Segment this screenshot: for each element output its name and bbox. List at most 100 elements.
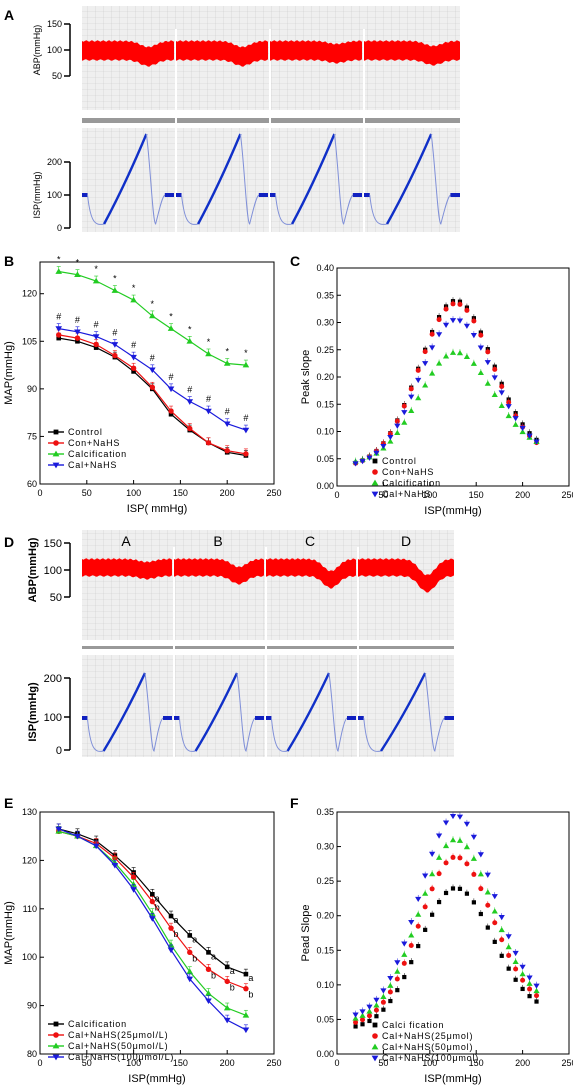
data-point [422,349,428,355]
data-point [374,1014,379,1019]
y-tick-label: 120 [22,289,37,299]
data-point [387,975,394,982]
panel-a-tracings: A 150 100 50 200 100 0 ABP(mmHg) ISP(mmH… [4,6,460,233]
legend-entry: Cal+NaHS(100μmol/L) [68,1052,174,1062]
significance-mark: * [113,274,117,284]
legend-entry: Con+NaHS [68,438,120,448]
significance-mark: * [169,312,173,322]
data-point [394,968,401,974]
data-point [205,998,212,1005]
data-point [436,899,442,905]
isp-recovery [328,672,348,752]
y-tick-label: 100 [22,952,37,962]
data-point [394,429,401,436]
data-point [415,395,422,401]
segment-divider [173,547,175,759]
abp-trace [266,558,356,589]
data-point [149,916,156,922]
data-point [366,1013,372,1019]
legend-entry: Con+NaHS [382,467,434,477]
abp-label-d: ABP(mmHg) [27,537,39,602]
x-tick-label: 200 [515,1058,530,1068]
data-point [415,911,422,917]
x-tick-label: 150 [173,488,188,498]
y-tick-label: 90 [27,384,37,394]
isp-recovery [333,133,354,225]
segment-divider [269,29,271,232]
y-axis-label: MAP(mmHg) [3,901,15,965]
data-point [93,341,99,348]
x-tick-label: 100 [126,1058,141,1068]
y-tick-label: 0.30 [316,842,334,852]
data-point [470,333,477,339]
legend-marker [371,1043,379,1050]
data-point [498,402,505,408]
y-tick-label: 0.20 [316,911,334,921]
data-point [394,418,400,424]
data-point [498,390,505,396]
data-point [443,306,449,312]
data-point [111,287,119,293]
isp-axis-a [64,161,71,229]
data-point [352,1015,359,1021]
significance-mark: b [174,929,179,939]
data-point [186,968,194,975]
data-point [533,439,540,445]
data-point [422,904,428,910]
significance-mark: # [243,413,248,423]
data-point [131,369,136,374]
data-point [436,871,442,877]
x-axis-label: ISP( mmHg) [127,503,188,515]
data-point [409,960,414,965]
significance-mark: # [56,312,61,322]
data-point [366,455,373,461]
data-point [456,814,464,820]
legend-marker [372,469,378,475]
data-point [367,1018,372,1024]
data-point [429,871,436,877]
y-tick-label: 105 [22,336,37,346]
segment-label-c: C [305,533,315,549]
data-point [506,952,512,958]
data-point [56,335,62,341]
data-point [533,983,540,989]
significance-mark: b [230,982,235,992]
isp-label-d: ISP(mmHg) [27,682,39,742]
legend-marker [53,429,59,435]
data-point [534,993,540,999]
data-point [366,1008,373,1014]
y-tick-label: 0.00 [316,481,334,491]
significance-mark: # [225,407,230,417]
significance-mark: b [192,953,197,963]
data-point [408,919,415,926]
data-point [457,855,463,861]
data-point [167,386,175,393]
data-point [223,1017,231,1024]
data-point [55,826,63,833]
data-point [167,941,175,948]
abp-trace [364,40,460,66]
data-point [456,837,464,843]
abp-grid-d [82,530,454,640]
isp-ramp [286,672,331,752]
x-axis-label: ISP(mmHg) [424,1073,481,1085]
x-tick-label: 250 [561,490,573,500]
data-point [187,425,193,432]
data-point [491,391,498,397]
data-point [442,353,450,359]
data-point [430,912,435,917]
data-point [429,370,436,376]
y-tick-label: 130 [22,807,37,817]
data-point [527,994,532,999]
panel-letter-a: A [4,7,14,23]
isp-tick-a-200: 200 [47,157,62,167]
data-point [477,345,484,351]
data-point [416,943,421,949]
significance-mark: * [188,324,192,334]
x-tick-label: 200 [515,490,530,500]
legend-marker [53,1032,59,1038]
data-point [74,271,81,277]
data-point [401,403,407,409]
isp-grid-d [82,655,454,757]
